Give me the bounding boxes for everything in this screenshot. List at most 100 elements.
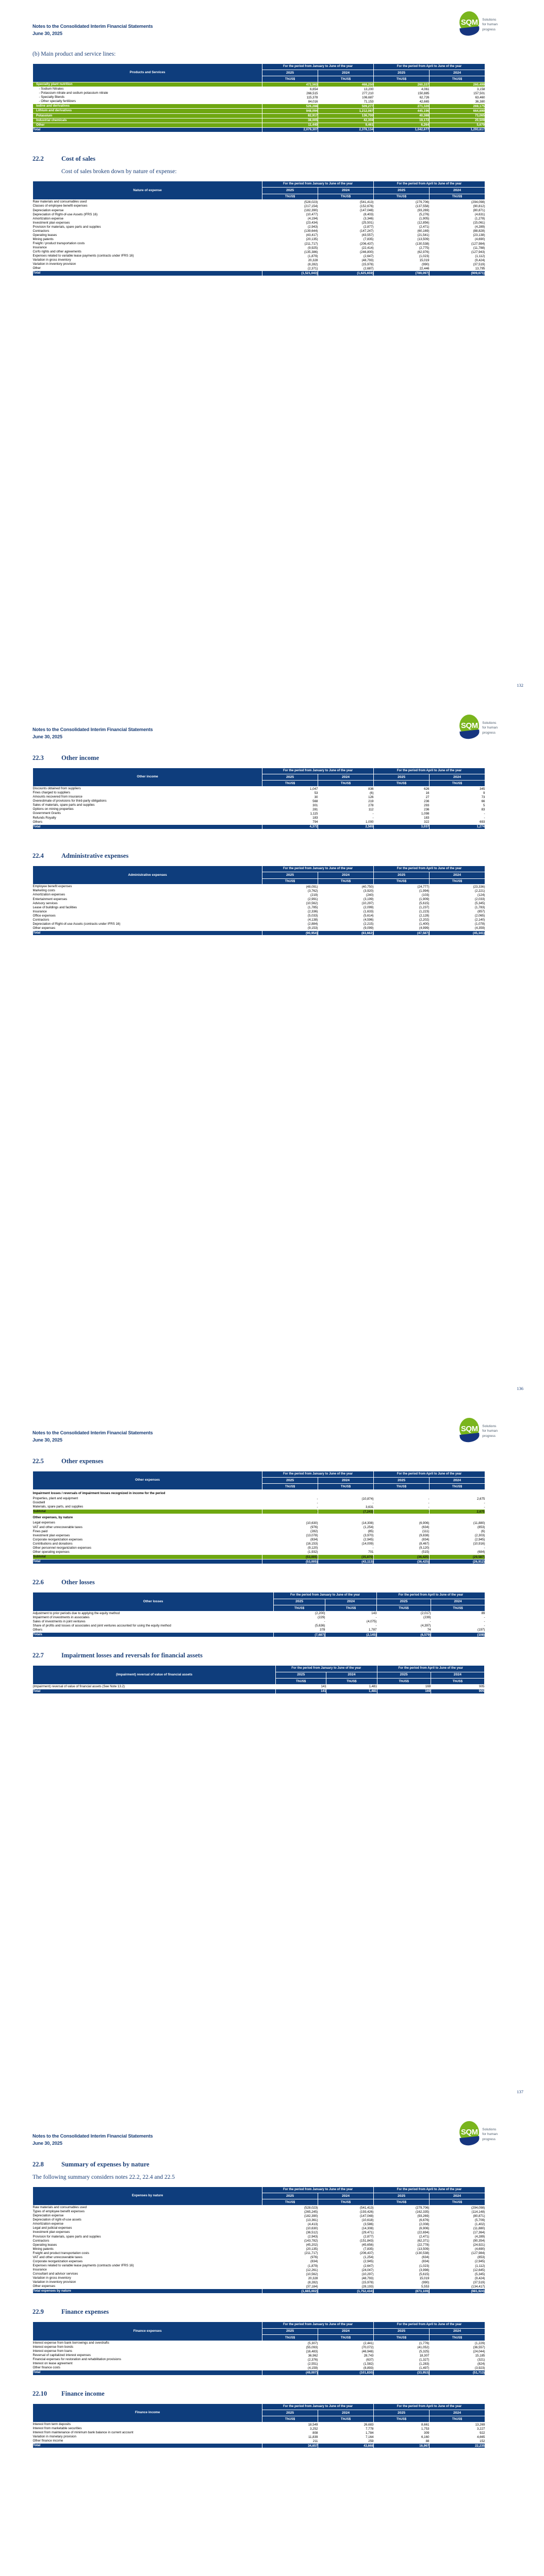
row-value-1: (13,361) xyxy=(262,2218,318,2223)
row-value-3: (634) xyxy=(373,1525,430,1530)
row-value-1: (528,023) xyxy=(262,2205,318,2210)
finance-income-table-body: Interest from term deposits 18,549 26,683 8… xyxy=(32,2422,485,2449)
row-value-2: (40,750) xyxy=(318,884,374,889)
row-value-4: 1,274 xyxy=(429,824,485,829)
row-label: Operating leases xyxy=(32,233,262,238)
row-value-3: 322 xyxy=(373,820,430,825)
products-and-services-table: Products and Services For the period fro… xyxy=(32,63,485,132)
row-value-2: 126 xyxy=(318,795,374,800)
row-value-3: (9,838) xyxy=(373,1533,430,1538)
row-label: Investment plan expenses xyxy=(32,1533,262,1538)
row-value-3: (1,327) xyxy=(373,2358,430,2362)
col-year-2025-b: 2025 xyxy=(373,187,430,194)
col-currency-4: ThUS$ xyxy=(431,1605,485,1612)
row-label: Total xyxy=(32,1688,276,1694)
row-value-1: - xyxy=(262,1505,318,1510)
row-value-2: (24,047) xyxy=(318,2268,374,2273)
table-row: Others 794 1,000 322 693 xyxy=(32,820,485,825)
table-row: Discounts obtained from suppliers 1,047 83… xyxy=(32,786,485,791)
administrative-expenses-table: Administrative expenses For the period f… xyxy=(32,865,485,936)
row-value-3: (2,017) xyxy=(376,1611,431,1616)
section-22-5-title: Other expenses xyxy=(61,1457,104,1465)
row-label: Discounts obtained from suppliers xyxy=(32,786,262,791)
row-value-2: 106,687 xyxy=(318,95,374,100)
row-value-3: (62,371) xyxy=(373,2239,430,2243)
row-value-1: 808 xyxy=(262,2431,318,2435)
row-value-4: (12,645) xyxy=(429,2268,485,2273)
row-label: Advisory services xyxy=(32,901,262,906)
row-label: Office expenses xyxy=(32,913,262,918)
row-value-1: 211 xyxy=(262,2439,318,2444)
row-value-3: 5,553 xyxy=(373,2284,430,2289)
row-value-3: 4,061 xyxy=(373,87,430,92)
row-value-1: (53,005) xyxy=(262,1554,318,1560)
col-currency-3: ThUS$ xyxy=(373,1483,430,1490)
row-value-4: (11,880) xyxy=(429,2226,485,2231)
table-row: Insurance (12,261) (24,047) (3,998) (12,645) xyxy=(32,2268,485,2273)
row-label: Contractors xyxy=(32,2239,262,2243)
table-row: Refunds Royalty 183-183- xyxy=(32,816,485,820)
table-row: Fines charged to suppliers 53 (6) 16 9 xyxy=(32,791,485,795)
header-line-1: Notes to the Consolidated Interim Financ… xyxy=(32,727,153,732)
table-row: Other (2,371) (2,687) 22,446 13,795 xyxy=(32,266,485,271)
col-currency-4: ThUS$ xyxy=(429,1483,485,1490)
document-header: Notes to the Consolidated Interim Financ… xyxy=(32,1418,517,1444)
table-row: Share of profits and losses of associate… xyxy=(32,1623,485,1628)
row-value-3: (1,237) xyxy=(373,905,430,910)
row-label: Entertainment expenses xyxy=(32,897,262,902)
row-label: Other expenses, by nature xyxy=(32,1515,73,1519)
other-losses-table-body: Adjustment to prior periods due to apply… xyxy=(32,1611,485,1638)
row-value-1: (2,200) xyxy=(273,1611,325,1616)
table-row: Freight and product transportation costs… xyxy=(32,2251,485,2256)
col-group-apr-jun: For the period from April to June of the… xyxy=(373,180,485,188)
col-year-2024-b: 2024 xyxy=(429,2409,485,2417)
row-value-3: (60,169) xyxy=(373,229,430,233)
table-row: Contractors (4,138) (4,596) (2,202) (2,140) xyxy=(32,918,485,922)
section-22-4-number: 22.4 xyxy=(32,852,44,859)
page-number-2: 136 xyxy=(517,1386,523,1391)
table-row: Classes of employee benefit expenses (217… xyxy=(32,204,485,209)
row-value-2: 701 xyxy=(318,1550,374,1555)
row-label: Interest expense from loans xyxy=(32,2349,262,2354)
row-label: Interest on lease agreement xyxy=(32,2362,262,2366)
row-value-1: 3,252 xyxy=(262,2427,318,2431)
header-titles: Notes to the Consolidated Interim Financ… xyxy=(32,1429,153,1444)
table-row: Subtotal - (7,243) -2,675 xyxy=(32,1509,485,1515)
table-row: Interest from marketable securities 3,252… xyxy=(32,2427,485,2431)
row-value-1: (143,782) xyxy=(262,2239,318,2243)
row-label: Sales of materials, spare parts and supp… xyxy=(32,803,262,808)
row-value-1: 281 xyxy=(262,807,318,812)
row-value-2: - xyxy=(318,811,374,816)
col-year-2025-a: 2025 xyxy=(262,1477,318,1484)
row-value-3: (1,283) xyxy=(373,2362,430,2366)
row-label: Interest from marketable securities xyxy=(32,2427,262,2431)
col-group-apr-jun: For the period from April to June of the… xyxy=(373,2186,485,2193)
row-value-3: (6,906) xyxy=(373,2226,430,2231)
table-row: Totals (7,687) (2,145) (6,579) (108) xyxy=(32,1632,485,1638)
row-value-4: 13,795 xyxy=(429,266,485,271)
row-value-1: (834) xyxy=(262,2259,318,2264)
row-value-3: 626 xyxy=(373,786,430,791)
row-value-1: (282) xyxy=(262,1529,318,1534)
table-row: Interest from term deposits 18,549 26,683 8… xyxy=(32,2422,485,2427)
row-value-2: (193,426) xyxy=(318,2210,374,2214)
cost-of-sales-table-body: Raw materials and consumables used (528,0… xyxy=(32,199,485,276)
row-value-3: 1,098 xyxy=(373,811,430,816)
table-row: Variation in inventory provision (8,282)(… xyxy=(32,262,485,267)
col-currency-3: ThUS$ xyxy=(373,2199,430,2206)
row-value-3: (103) xyxy=(373,893,430,897)
row-label: Iodine and derivatives xyxy=(32,104,262,109)
row-value-4: (1,229) xyxy=(429,2341,485,2346)
col-year-2025-a: 2025 xyxy=(262,2328,318,2335)
row-label: Interest expense from bonds xyxy=(32,2345,262,2350)
row-value-3: (1,497) xyxy=(373,2366,430,2370)
row-value-1: 948,094 xyxy=(262,108,318,114)
row-value-3: 3,037 xyxy=(373,824,430,829)
row-value-4: (4,690) xyxy=(429,2247,485,2251)
row-value-3: 183 xyxy=(373,816,430,820)
row-value-4: 89 xyxy=(431,1611,485,1616)
row-label: Government Grants xyxy=(32,811,262,816)
table-row: Variation in monetary provision 11,839 7,1… xyxy=(32,2435,485,2439)
row-value-4: 83 xyxy=(429,807,485,812)
row-value-1: (10,477) xyxy=(262,212,318,217)
